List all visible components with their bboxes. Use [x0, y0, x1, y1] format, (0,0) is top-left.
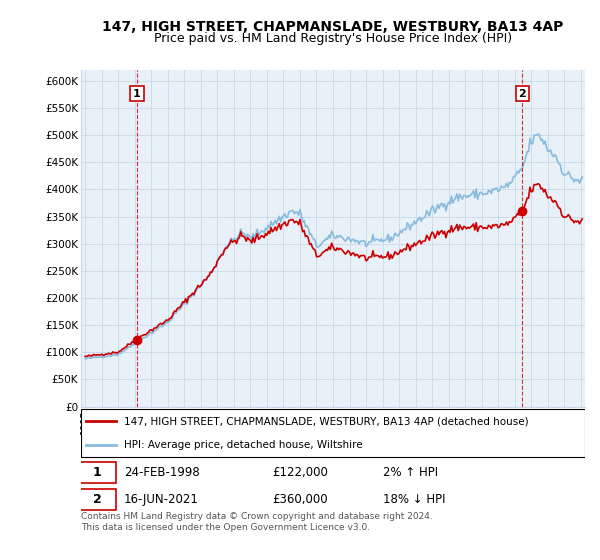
FancyBboxPatch shape: [79, 488, 116, 510]
Text: Contains HM Land Registry data © Crown copyright and database right 2024.
This d: Contains HM Land Registry data © Crown c…: [81, 512, 433, 532]
Text: HPI: Average price, detached house, Wiltshire: HPI: Average price, detached house, Wilt…: [124, 440, 362, 450]
Text: 16-JUN-2021: 16-JUN-2021: [124, 493, 199, 506]
Text: 147, HIGH STREET, CHAPMANSLADE, WESTBURY, BA13 4AP (detached house): 147, HIGH STREET, CHAPMANSLADE, WESTBURY…: [124, 417, 529, 426]
Text: 18% ↓ HPI: 18% ↓ HPI: [383, 493, 446, 506]
Text: £360,000: £360,000: [272, 493, 328, 506]
Text: 1: 1: [93, 466, 102, 479]
FancyBboxPatch shape: [81, 409, 585, 457]
Text: 2: 2: [93, 493, 102, 506]
Text: 1: 1: [133, 88, 141, 99]
Text: 2% ↑ HPI: 2% ↑ HPI: [383, 466, 439, 479]
FancyBboxPatch shape: [79, 462, 116, 483]
Text: 2: 2: [518, 88, 526, 99]
Text: 24-FEB-1998: 24-FEB-1998: [124, 466, 200, 479]
Text: £122,000: £122,000: [272, 466, 328, 479]
Text: Price paid vs. HM Land Registry's House Price Index (HPI): Price paid vs. HM Land Registry's House …: [154, 32, 512, 45]
Text: 147, HIGH STREET, CHAPMANSLADE, WESTBURY, BA13 4AP: 147, HIGH STREET, CHAPMANSLADE, WESTBURY…: [103, 20, 563, 34]
